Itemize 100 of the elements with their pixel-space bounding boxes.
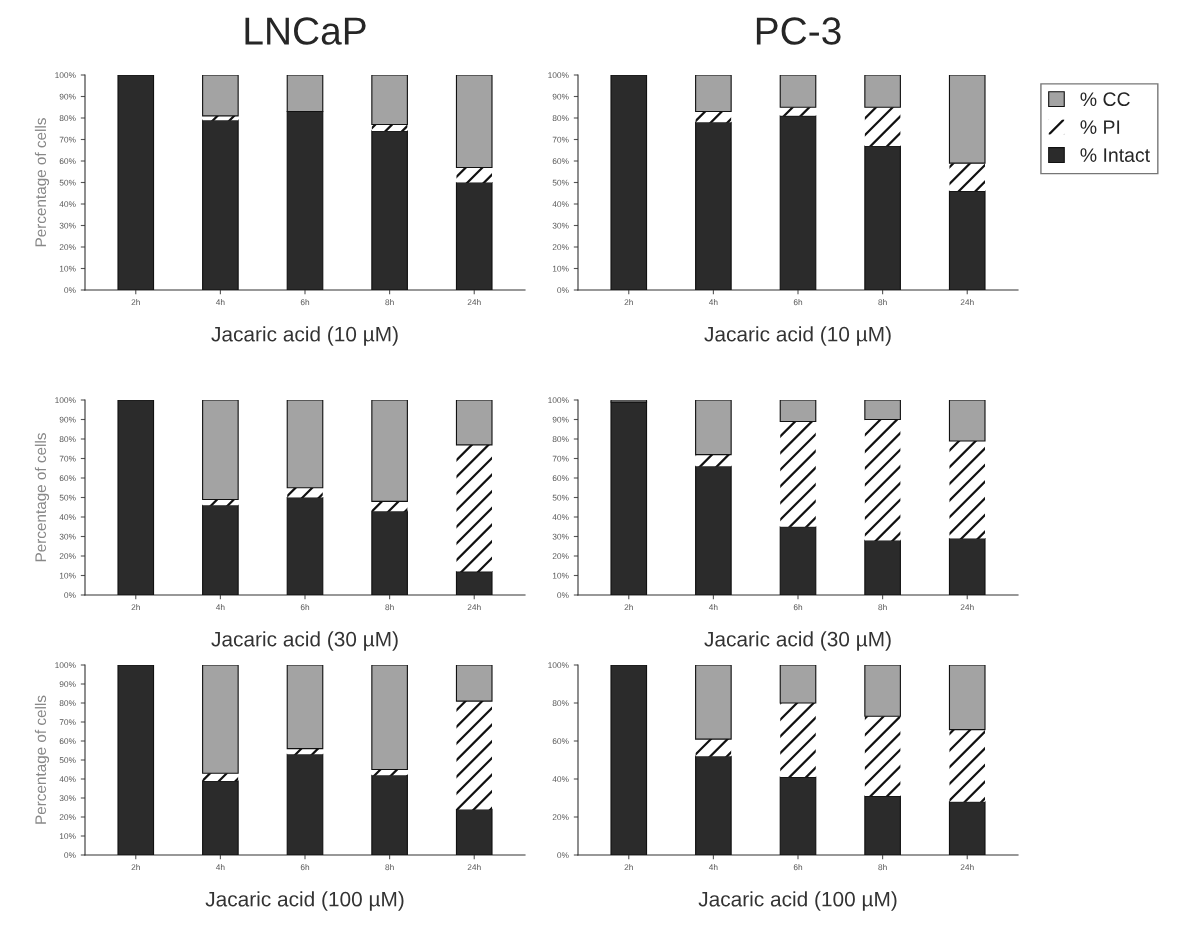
y-tick-label: 80%	[59, 700, 76, 707]
x-tick-label: 8h	[878, 604, 887, 611]
y-tick-label: 10%	[59, 572, 76, 579]
y-tick-label: 40%	[59, 776, 76, 783]
bar	[202, 75, 239, 117]
y-tick-label: 80%	[59, 436, 76, 443]
y-tick-label: 80%	[59, 115, 76, 122]
y-tick-label: 60%	[552, 738, 569, 745]
bar	[695, 739, 732, 757]
y-tick-label: 20%	[59, 553, 76, 560]
bar	[780, 107, 816, 116]
bar	[864, 75, 901, 108]
bar	[202, 400, 239, 501]
x-tick-label: 6h	[300, 864, 310, 871]
x-axis-title: Jacaric acid (10 µM)	[704, 326, 891, 346]
bar	[371, 400, 408, 502]
chart-title: PC-3	[756, 17, 841, 45]
x-tick-label: 24h	[960, 864, 974, 871]
y-tick-label: 50%	[59, 179, 76, 186]
bar	[864, 716, 901, 797]
x-tick-label: 2h	[624, 299, 633, 306]
y-tick-label: 100%	[548, 72, 569, 79]
bar	[780, 703, 816, 778]
bar	[864, 400, 901, 421]
y-tick-label: 30%	[59, 222, 76, 229]
legend-label: % Intact	[1080, 148, 1150, 162]
y-tick-label: 50%	[552, 494, 569, 501]
x-tick-label: 24h	[960, 299, 974, 306]
bar	[780, 421, 816, 527]
bar	[779, 75, 817, 108]
y-tick-label: 70%	[59, 136, 76, 143]
chart-title: LNCaP	[245, 17, 366, 45]
y-tick-label: 40%	[59, 514, 76, 521]
y-tick-label: 60%	[552, 158, 569, 165]
y-tick-label: 90%	[552, 416, 569, 423]
y-tick-label: 70%	[59, 455, 76, 462]
y-tick-label: 0%	[557, 852, 569, 859]
y-tick-label: 90%	[552, 93, 569, 100]
y-tick-label: 30%	[59, 533, 76, 540]
y-tick-label: 0%	[557, 287, 569, 294]
y-tick-label: 100%	[55, 72, 76, 79]
y-tick-label: 0%	[64, 852, 76, 859]
legend-label: % CC	[1080, 92, 1130, 107]
bar	[202, 773, 239, 781]
x-axis-title: Jacaric acid (30 µM)	[704, 631, 891, 651]
y-tick-label: 60%	[59, 738, 76, 745]
x-tick-label: 4h	[708, 604, 718, 611]
y-tick-label: 40%	[552, 514, 569, 521]
y-tick-label: 40%	[552, 201, 569, 208]
y-tick-label: 100%	[548, 397, 569, 404]
bar	[202, 115, 239, 121]
x-tick-label: 6h	[793, 604, 803, 611]
y-tick-label: 0%	[64, 287, 76, 294]
x-tick-label: 6h	[300, 299, 310, 306]
bar	[864, 107, 901, 146]
bar	[371, 75, 408, 126]
y-axis-title: Percentage of cells	[34, 433, 50, 562]
y-tick-label: 80%	[552, 700, 569, 707]
bar	[456, 444, 492, 572]
y-tick-label: 70%	[552, 455, 569, 462]
y-tick-label: 60%	[59, 158, 76, 165]
y-tick-label: 10%	[552, 265, 569, 272]
y-tick-label: 90%	[59, 681, 76, 688]
y-tick-label: 30%	[59, 795, 76, 802]
x-axis-title: Jacaric acid (100 µM)	[698, 891, 897, 911]
y-tick-label: 40%	[552, 776, 569, 783]
x-tick-label: 2h	[624, 604, 633, 611]
bar	[456, 701, 492, 810]
x-tick-label: 4h	[215, 604, 225, 611]
y-tick-label: 40%	[59, 201, 76, 208]
y-tick-label: 10%	[59, 265, 76, 272]
y-tick-label: 60%	[59, 475, 76, 482]
x-tick-label: 8h	[385, 299, 394, 306]
x-tick-label: 2h	[624, 864, 633, 871]
bar	[948, 400, 986, 442]
bar	[949, 163, 985, 192]
x-axis-title: Jacaric acid (100 µM)	[205, 891, 404, 911]
x-tick-label: 24h	[467, 299, 481, 306]
bar	[455, 400, 493, 446]
bar	[948, 665, 986, 731]
bar	[695, 111, 732, 123]
y-tick-label: 30%	[552, 533, 569, 540]
y-tick-label: 20%	[552, 814, 569, 821]
legend-label: % PI	[1080, 120, 1120, 134]
x-tick-label: 8h	[878, 864, 887, 871]
x-tick-label: 4h	[708, 299, 718, 306]
bar	[695, 454, 732, 467]
y-tick-label: 20%	[552, 553, 569, 560]
y-tick-label: 100%	[55, 397, 76, 404]
y-tick-label: 20%	[552, 244, 569, 251]
y-tick-label: 80%	[552, 436, 569, 443]
y-tick-label: 50%	[59, 757, 76, 764]
bar	[286, 665, 324, 750]
y-tick-label: 10%	[552, 572, 569, 579]
bar	[948, 75, 986, 164]
x-tick-label: 4h	[215, 299, 225, 306]
bar	[949, 440, 985, 539]
bar	[864, 665, 901, 717]
y-tick-label: 90%	[59, 93, 76, 100]
bar	[455, 665, 493, 702]
